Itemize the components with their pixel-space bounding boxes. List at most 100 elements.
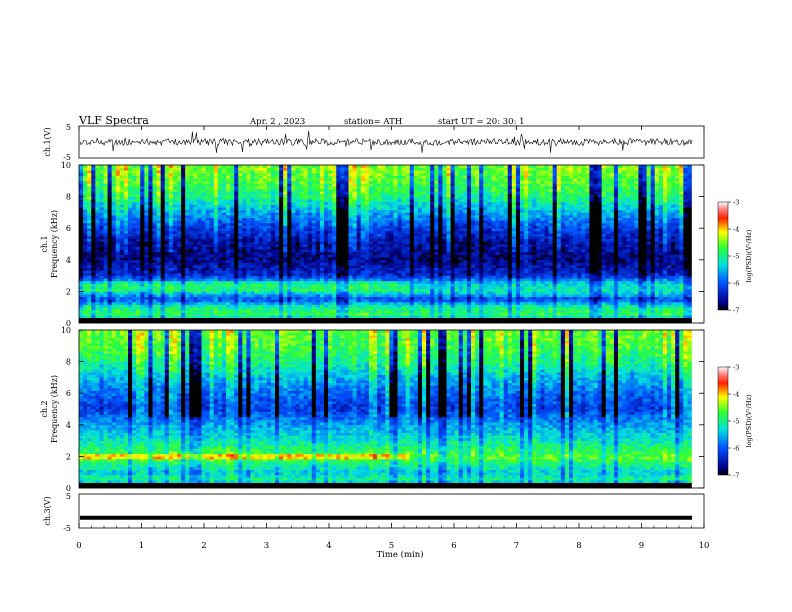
spectrogram-cell bbox=[471, 312, 476, 316]
spectrogram-cell bbox=[197, 262, 202, 266]
spectrogram-cell bbox=[201, 291, 206, 295]
spectrogram-cell bbox=[540, 299, 545, 303]
spectrogram-cell bbox=[185, 251, 190, 255]
spectrogram-cell bbox=[536, 307, 541, 311]
spectrogram-cell bbox=[87, 307, 92, 311]
spectrogram-cell bbox=[483, 267, 488, 271]
spectrogram-cell bbox=[340, 288, 345, 292]
spectrogram-cell bbox=[99, 304, 104, 308]
spectrogram-cell bbox=[168, 299, 174, 303]
spectrogram-cell bbox=[185, 315, 190, 319]
spectrogram-cell bbox=[356, 307, 362, 311]
spectrogram-cell bbox=[226, 301, 231, 305]
spectrogram-cell bbox=[479, 301, 484, 305]
spectrogram-cell bbox=[507, 304, 513, 308]
spectrogram-cell bbox=[569, 275, 574, 279]
spectrogram-cell bbox=[585, 241, 590, 245]
spectrogram-cell bbox=[193, 241, 198, 245]
spectrogram-cell bbox=[479, 262, 484, 266]
spectrogram-cell bbox=[499, 270, 504, 274]
spectrogram-cell bbox=[438, 265, 443, 268]
spectrogram-cell bbox=[123, 283, 129, 287]
spectrogram-cell bbox=[377, 315, 382, 319]
spectrogram-cell bbox=[638, 299, 643, 303]
spectrogram-cell bbox=[360, 249, 366, 253]
spectrogram-cell bbox=[413, 294, 419, 297]
spectrogram-cell bbox=[275, 270, 280, 274]
spectrogram-cell bbox=[119, 262, 125, 266]
spectrogram-cell bbox=[679, 254, 684, 258]
spectrogram-cell bbox=[548, 301, 553, 305]
spectrogram-cell bbox=[315, 244, 321, 247]
spectrogram-cell bbox=[397, 244, 402, 247]
spectrogram-cell bbox=[132, 251, 137, 255]
spectrogram-cell bbox=[360, 301, 366, 305]
spectrogram-cell bbox=[107, 262, 112, 266]
spectrogram-cell bbox=[479, 291, 484, 295]
spectrogram-cell bbox=[95, 299, 100, 303]
spectrogram-cell bbox=[275, 312, 280, 316]
spectrogram-cell bbox=[646, 301, 651, 305]
spectrogram-cell bbox=[626, 267, 631, 271]
spectrogram-cell bbox=[336, 278, 341, 282]
spectrogram-cell bbox=[479, 304, 484, 308]
spectrogram-cell bbox=[226, 288, 231, 292]
spectrogram-cell bbox=[417, 270, 423, 274]
spectrogram-cell bbox=[246, 265, 251, 268]
spectrogram-cell bbox=[393, 244, 398, 247]
spectrogram-cell bbox=[185, 280, 190, 284]
spectrogram-cell bbox=[226, 259, 231, 263]
spectrogram-cell bbox=[577, 278, 582, 282]
spectrogram-cell bbox=[356, 296, 362, 300]
spectrogram-cell bbox=[569, 267, 574, 271]
spectrogram-cell bbox=[434, 296, 439, 300]
spectrogram-cell bbox=[589, 265, 594, 268]
spectrogram-cell bbox=[564, 259, 570, 263]
spectrogram-cell bbox=[679, 246, 684, 250]
spectrogram-cell bbox=[336, 265, 341, 268]
spectrogram-cell bbox=[360, 288, 366, 292]
spectrogram-cell bbox=[107, 241, 112, 245]
spectrogram-cell bbox=[422, 262, 427, 266]
spectrogram-cell bbox=[471, 288, 476, 292]
spectrogram-cell bbox=[340, 267, 345, 271]
spectrogram-cell bbox=[683, 236, 688, 240]
spectrogram-cell bbox=[275, 267, 280, 271]
spectrogram-cell bbox=[250, 236, 255, 240]
spectrogram-cell bbox=[454, 244, 460, 247]
spectrogram-cell bbox=[560, 304, 566, 308]
spectrogram-cell bbox=[152, 241, 157, 245]
spectrogram-cell bbox=[79, 294, 84, 297]
spectrogram-cell bbox=[319, 241, 325, 245]
spectrogram-cell bbox=[426, 254, 431, 258]
spectrogram-cell bbox=[540, 275, 545, 279]
spectrogram-cell bbox=[491, 249, 496, 253]
spectrogram-cell bbox=[426, 262, 431, 266]
spectrogram-cell bbox=[238, 265, 243, 268]
spectrogram-cell bbox=[569, 254, 574, 258]
spectrogram-cell bbox=[287, 280, 292, 284]
spectrogram-cell bbox=[226, 249, 231, 253]
spectrogram-cell bbox=[532, 254, 537, 258]
spectrogram-cell bbox=[368, 236, 374, 240]
spectrogram-cell bbox=[613, 241, 619, 245]
spectrogram-cell bbox=[356, 257, 362, 261]
spectrogram-cell bbox=[356, 283, 362, 287]
spectrogram-cell bbox=[495, 286, 500, 290]
spectrogram-cell bbox=[422, 312, 427, 316]
spectrogram-cell bbox=[417, 299, 423, 303]
spectrogram-cell bbox=[123, 278, 129, 282]
spectrogram-cell bbox=[634, 267, 639, 271]
spectrogram-cell bbox=[111, 291, 117, 295]
spectrogram-cell bbox=[356, 286, 362, 290]
spectrogram-cell bbox=[99, 278, 104, 282]
spectrogram-cell bbox=[650, 278, 656, 282]
spectrogram-cell bbox=[279, 312, 284, 316]
spectrogram-cell bbox=[226, 275, 231, 279]
spectrogram-cell bbox=[503, 265, 509, 268]
spectrogram-cell bbox=[123, 309, 129, 313]
spectrogram-cell bbox=[569, 315, 574, 319]
spectrogram-cell bbox=[79, 249, 84, 253]
spectrogram-cell bbox=[573, 257, 578, 261]
spectrogram-cell bbox=[397, 259, 402, 263]
